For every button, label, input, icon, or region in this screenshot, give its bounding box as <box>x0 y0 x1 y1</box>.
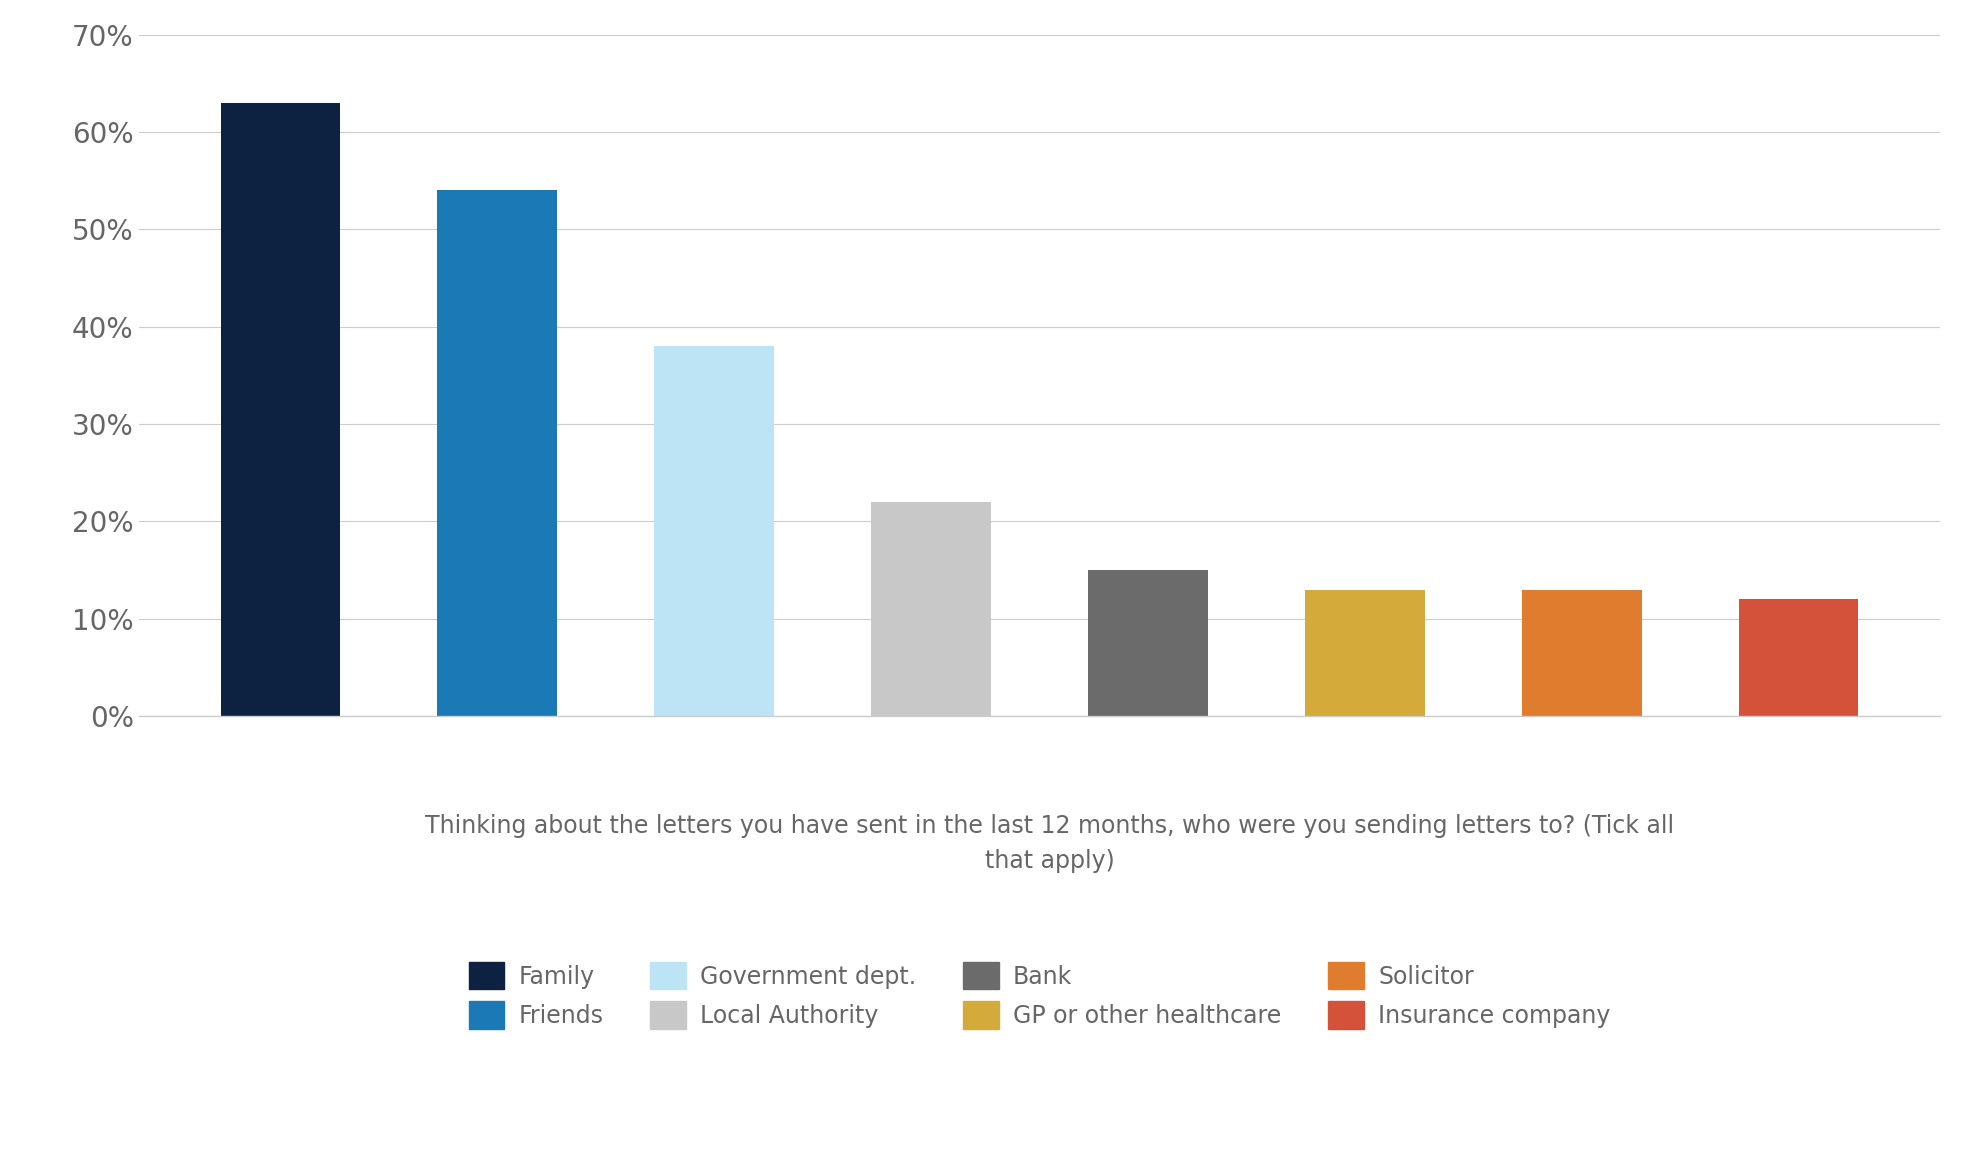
Text: Thinking about the letters you have sent in the last 12 months, who were you sen: Thinking about the letters you have sent… <box>426 814 1673 839</box>
Legend: Family, Friends, Government dept., Local Authority, Bank, GP or other healthcare: Family, Friends, Government dept., Local… <box>459 953 1620 1038</box>
Bar <box>1523 589 1641 716</box>
Bar <box>438 191 556 716</box>
Bar <box>1305 589 1424 716</box>
Bar <box>1089 571 1208 716</box>
Bar <box>220 103 341 716</box>
Text: that apply): that apply) <box>984 849 1115 873</box>
Bar <box>871 502 990 716</box>
Bar <box>655 346 774 716</box>
Bar <box>1738 599 1859 716</box>
